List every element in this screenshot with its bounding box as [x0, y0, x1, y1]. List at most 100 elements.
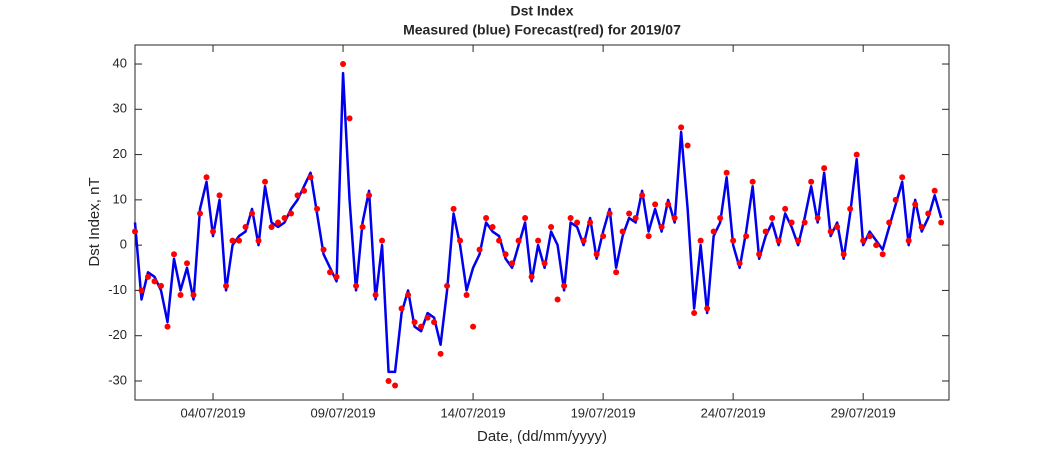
- forecast-point: [639, 192, 646, 199]
- forecast-point: [229, 237, 236, 244]
- forecast-point: [333, 273, 340, 280]
- forecast-point: [756, 251, 763, 258]
- forecast-point: [366, 192, 373, 199]
- forecast-point: [697, 237, 704, 244]
- forecast-point: [359, 224, 366, 231]
- x-tick-label: 29/07/2019: [831, 405, 896, 420]
- forecast-point: [691, 310, 698, 317]
- forecast-point: [762, 228, 769, 235]
- forecast-point: [431, 319, 438, 326]
- forecast-point: [899, 174, 906, 181]
- forecast-point: [866, 233, 873, 240]
- forecast-point: [262, 178, 269, 185]
- y-tick-label: 0: [120, 237, 127, 252]
- forecast-point: [145, 273, 152, 280]
- forecast-point: [190, 291, 197, 298]
- forecast-point: [418, 323, 425, 330]
- y-tick-label: 10: [113, 191, 127, 206]
- y-axis-label: Dst Index, nT: [86, 177, 103, 266]
- forecast-point: [938, 219, 945, 226]
- forecast-point: [184, 260, 191, 267]
- forecast-point: [834, 224, 841, 231]
- forecast-point: [814, 214, 821, 221]
- y-tick-label: 20: [113, 146, 127, 161]
- forecast-point: [353, 282, 360, 289]
- forecast-point: [541, 260, 548, 267]
- forecast-point: [528, 273, 535, 280]
- forecast-point: [236, 237, 243, 244]
- forecast-point: [567, 214, 574, 221]
- forecast-point: [619, 228, 626, 235]
- forecast-point: [827, 228, 834, 235]
- forecast-point: [613, 269, 620, 276]
- forecast-point: [489, 224, 496, 231]
- forecast-point: [509, 260, 516, 267]
- forecast-point: [164, 323, 171, 330]
- forecast-point: [535, 237, 542, 244]
- forecast-point: [678, 124, 685, 131]
- forecast-point: [203, 174, 210, 181]
- forecast-point: [912, 201, 919, 208]
- forecast-point: [522, 214, 529, 221]
- chart-title: Dst Index: [510, 3, 573, 19]
- forecast-point: [502, 251, 509, 258]
- chart-subtitle: Measured (blue) Forecast(red) for 2019/0…: [403, 22, 681, 38]
- forecast-point: [288, 210, 295, 217]
- forecast-point: [437, 350, 444, 357]
- forecast-point: [574, 219, 581, 226]
- forecast-point: [470, 323, 477, 330]
- forecast-point: [372, 291, 379, 298]
- forecast-point: [307, 174, 314, 181]
- forecast-point: [665, 201, 672, 208]
- forecast-point: [606, 210, 613, 217]
- forecast-point: [294, 192, 301, 199]
- x-tick-label: 19/07/2019: [571, 405, 636, 420]
- forecast-point: [600, 233, 607, 240]
- forecast-point: [548, 224, 555, 231]
- forecast-point: [197, 210, 204, 217]
- forecast-point: [723, 169, 730, 176]
- forecast-point: [132, 228, 138, 235]
- forecast-point: [177, 291, 184, 298]
- forecast-point: [782, 205, 789, 212]
- forecast-point: [743, 233, 750, 240]
- forecast-point: [255, 237, 262, 244]
- forecast-point: [905, 237, 912, 244]
- forecast-point: [424, 314, 431, 321]
- forecast-point: [405, 291, 412, 298]
- forecast-point: [860, 237, 867, 244]
- forecast-point: [684, 142, 691, 149]
- forecast-point: [281, 214, 288, 221]
- forecast-point: [626, 210, 633, 217]
- forecast-point: [561, 282, 568, 289]
- forecast-point: [223, 282, 230, 289]
- forecast-point: [249, 210, 256, 217]
- forecast-point: [398, 305, 405, 312]
- forecast-point: [392, 382, 399, 389]
- forecast-point: [593, 251, 600, 258]
- y-tick-label: -30: [108, 372, 127, 387]
- measured-line: [133, 71, 943, 374]
- forecast-point: [749, 178, 756, 185]
- y-tick-label: 40: [113, 55, 127, 70]
- forecast-point: [769, 214, 776, 221]
- forecast-point: [925, 210, 932, 217]
- forecast-point: [457, 237, 464, 244]
- forecast-point: [736, 260, 743, 267]
- forecast-point: [808, 178, 815, 185]
- forecast-point: [314, 205, 321, 212]
- forecast-point: [379, 237, 386, 244]
- forecast-point: [515, 237, 522, 244]
- forecast-point: [847, 205, 854, 212]
- forecast-point: [301, 187, 308, 194]
- forecast-point: [645, 233, 652, 240]
- forecast-point: [853, 151, 860, 158]
- forecast-point: [242, 224, 249, 231]
- x-tick-label: 24/07/2019: [701, 405, 766, 420]
- forecast-point: [340, 61, 347, 68]
- forecast-point: [710, 228, 717, 235]
- forecast-point: [216, 192, 223, 199]
- forecast-point: [580, 237, 587, 244]
- x-axis-label: Date, (dd/mm/yyyy): [477, 428, 607, 445]
